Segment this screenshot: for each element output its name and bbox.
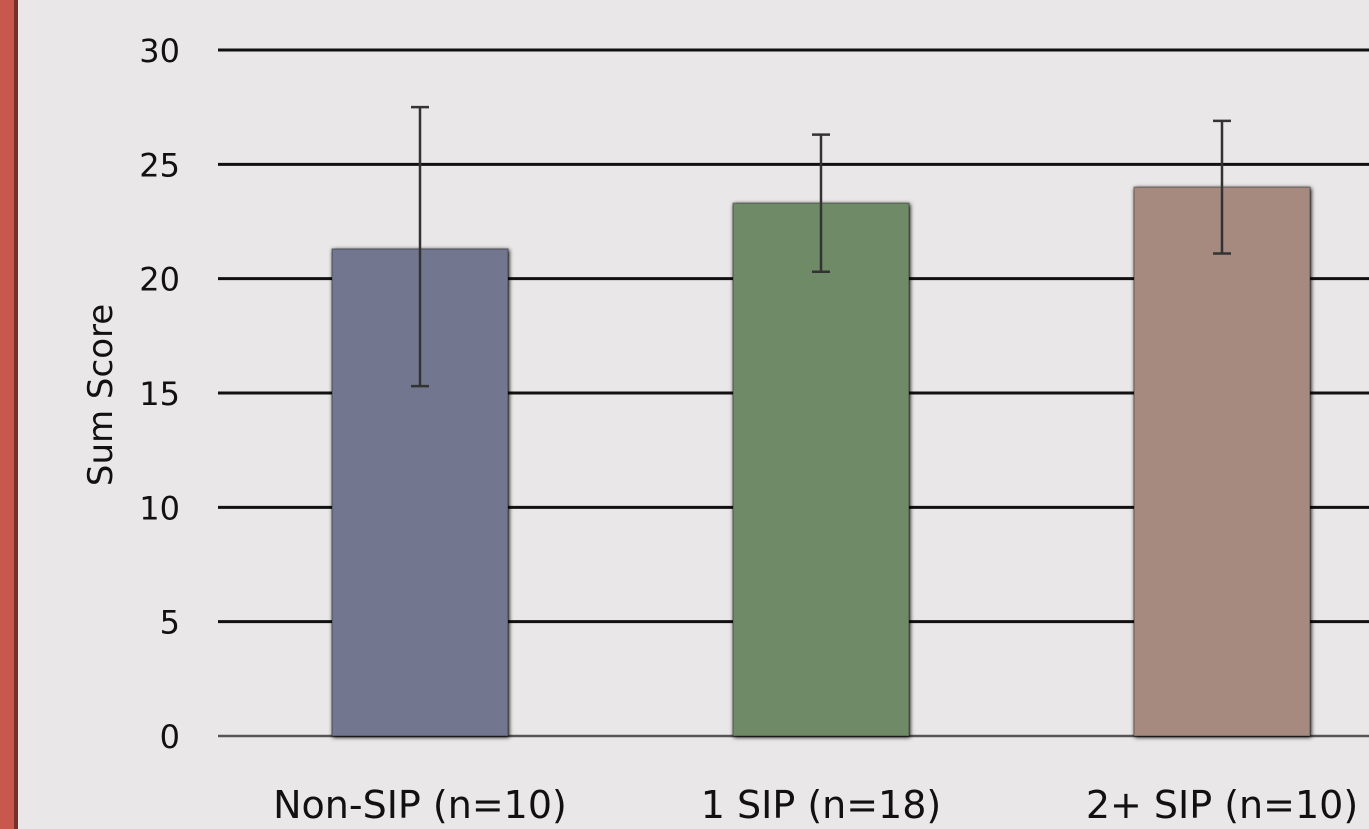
y-tick-label: 30 — [139, 32, 180, 70]
bar — [1133, 186, 1311, 737]
error-bars — [411, 105, 1231, 388]
category-label: 1 SIP (n=18) — [701, 783, 942, 827]
left-border-bar — [0, 0, 18, 829]
y-tick-label: 10 — [139, 489, 180, 527]
y-tick-label: 25 — [139, 146, 180, 184]
error-bar — [812, 133, 830, 274]
y-tick-label: 0 — [160, 718, 180, 756]
bar — [732, 202, 910, 737]
category-label: 2+ SIP (n=10) — [1086, 783, 1358, 827]
category-label: Non-SIP (n=10) — [273, 783, 567, 827]
y-tick-label: 5 — [160, 604, 180, 642]
category-labels: Non-SIP (n=10) 1 SIP (n=18) 2+ SIP (n=10) — [273, 783, 1358, 827]
y-tick-label: 20 — [139, 261, 180, 299]
error-bar — [411, 105, 429, 388]
y-axis-title: Sum Score — [81, 304, 121, 486]
left-border-edge — [14, 0, 18, 829]
error-bar — [1213, 119, 1231, 255]
y-tick-label: 15 — [139, 375, 180, 413]
y-tick-labels: 0 5 10 15 20 25 30 — [139, 32, 180, 756]
